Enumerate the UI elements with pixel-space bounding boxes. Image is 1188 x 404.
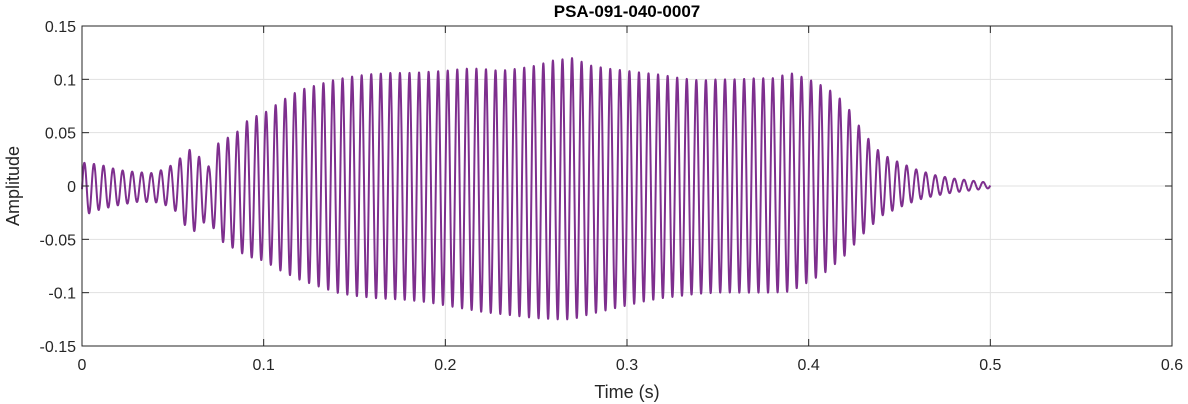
x-tick-label-6: 0.6 [1161, 357, 1183, 374]
x-axis-label: Time (s) [594, 382, 659, 402]
x-tick-label-5: 0.5 [979, 357, 1001, 374]
y-tick-label-2: -0.05 [40, 232, 77, 249]
x-tick-label-3: 0.3 [616, 357, 638, 374]
x-tick-label-0: 0 [78, 357, 87, 374]
y-axis-ticks: -0.15 -0.1 -0.05 0 0.05 0.1 0.15 [40, 19, 1172, 356]
y-axis-label: Amplitude [3, 146, 23, 226]
plot-title: PSA-091-040-0007 [554, 2, 700, 21]
y-tick-label-3: 0 [67, 179, 76, 196]
y-tick-label-1: -0.1 [48, 286, 76, 303]
x-tick-label-2: 0.2 [434, 357, 456, 374]
y-tick-label-0: -0.15 [40, 339, 77, 356]
x-tick-label-4: 0.4 [798, 357, 820, 374]
waveform-trace [81, 57, 992, 321]
waveform-series-line [81, 57, 992, 321]
y-tick-label-6: 0.15 [45, 19, 76, 36]
x-axis-ticks: 0 0.1 0.2 0.3 0.4 0.5 0.6 [78, 26, 1183, 374]
y-tick-label-4: 0.05 [45, 126, 76, 143]
y-tick-label-5: 0.1 [54, 72, 76, 89]
x-tick-label-1: 0.1 [253, 357, 275, 374]
